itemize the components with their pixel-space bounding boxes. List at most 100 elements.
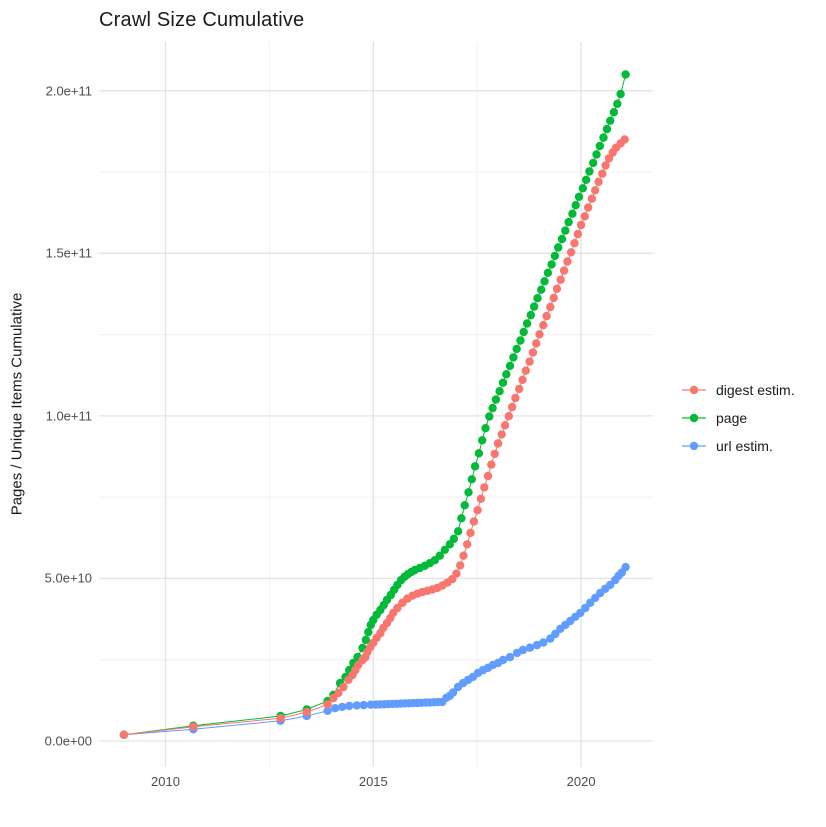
data-point — [485, 412, 494, 421]
data-point — [556, 275, 565, 284]
data-point — [323, 700, 332, 709]
data-point — [498, 655, 508, 665]
data-point — [554, 243, 563, 252]
data-point — [561, 226, 570, 235]
data-point — [585, 167, 594, 176]
data-point — [505, 652, 515, 662]
legend-label-digest: digest estim. — [716, 382, 795, 398]
data-point — [473, 506, 482, 515]
data-point — [339, 682, 348, 692]
data-point — [606, 116, 615, 125]
data-point — [502, 370, 511, 379]
data-point — [359, 700, 368, 710]
data-point — [493, 439, 503, 448]
data-point — [498, 378, 508, 387]
data-point — [456, 561, 465, 570]
data-point — [467, 475, 476, 484]
data-point — [323, 706, 332, 715]
data-point — [488, 403, 497, 413]
data-point — [460, 501, 469, 510]
data-point — [568, 209, 577, 218]
data-point — [337, 702, 347, 712]
data-point — [509, 353, 518, 362]
data-point — [595, 141, 604, 151]
series-line — [123, 566, 627, 736]
data-point — [478, 436, 487, 445]
data-point — [529, 302, 539, 311]
data-point — [505, 361, 515, 370]
data-point — [580, 212, 589, 221]
data-point — [516, 336, 525, 345]
data-point — [440, 545, 449, 554]
data-point — [621, 562, 630, 572]
data-point — [364, 627, 373, 637]
data-point — [452, 569, 461, 578]
data-point — [507, 402, 517, 412]
data-point — [521, 366, 530, 375]
data-point — [525, 643, 535, 652]
data-point — [564, 217, 573, 227]
data-point — [469, 517, 479, 526]
data-point — [491, 395, 501, 404]
data-point — [511, 393, 520, 403]
legend-item-page: page — [681, 408, 795, 428]
data-point — [330, 704, 340, 713]
data-point — [535, 330, 544, 339]
data-point — [533, 294, 542, 303]
data-point — [449, 534, 459, 543]
data-point — [466, 528, 475, 538]
data-point — [550, 251, 560, 261]
data-point — [522, 319, 532, 328]
data-point — [453, 527, 463, 536]
data-point — [276, 714, 285, 723]
data-point — [532, 339, 541, 348]
data-point — [546, 302, 555, 312]
legend-item-digest: digest estim. — [681, 380, 795, 400]
data-point — [334, 688, 343, 698]
y-tick-label: 2.0e+11 — [45, 83, 92, 99]
data-point — [594, 177, 603, 186]
data-point — [518, 645, 528, 655]
data-point — [587, 194, 597, 203]
data-point — [495, 387, 504, 396]
data-point — [435, 551, 444, 560]
data-point — [571, 201, 580, 210]
y-tick-label: 5.0e+10 — [44, 570, 92, 586]
data-point — [487, 460, 496, 469]
data-point — [459, 551, 468, 560]
data-point — [574, 192, 584, 201]
data-point — [573, 229, 582, 239]
data-point — [515, 384, 524, 394]
data-point — [119, 730, 129, 739]
data-point — [602, 124, 612, 134]
x-tick-label: 2010 — [151, 774, 180, 789]
data-point — [457, 514, 466, 523]
legend-item-url: url estim. — [681, 436, 795, 456]
data-point — [542, 311, 551, 321]
data-point — [361, 635, 370, 645]
data-point — [559, 266, 569, 275]
legend-key-page-icon — [681, 411, 707, 425]
data-point — [539, 321, 548, 330]
data-point — [549, 293, 558, 303]
data-point — [393, 603, 402, 613]
data-point — [329, 693, 338, 703]
data-point — [504, 412, 513, 421]
data-point — [616, 89, 625, 99]
data-point — [609, 108, 619, 117]
data-point — [552, 284, 562, 293]
data-point — [591, 186, 600, 195]
data-point — [464, 488, 473, 497]
data-point — [613, 99, 622, 109]
data-point — [463, 540, 472, 549]
data-point — [620, 135, 629, 144]
data-point — [512, 344, 521, 354]
data-point — [526, 310, 535, 320]
data-point — [592, 150, 601, 159]
y-tick-label: 1.0e+11 — [45, 408, 92, 424]
data-point — [540, 277, 549, 286]
y-tick-label: 0.0e+00 — [44, 733, 92, 749]
data-point — [621, 70, 630, 79]
legend-key-digest-icon — [681, 383, 707, 397]
